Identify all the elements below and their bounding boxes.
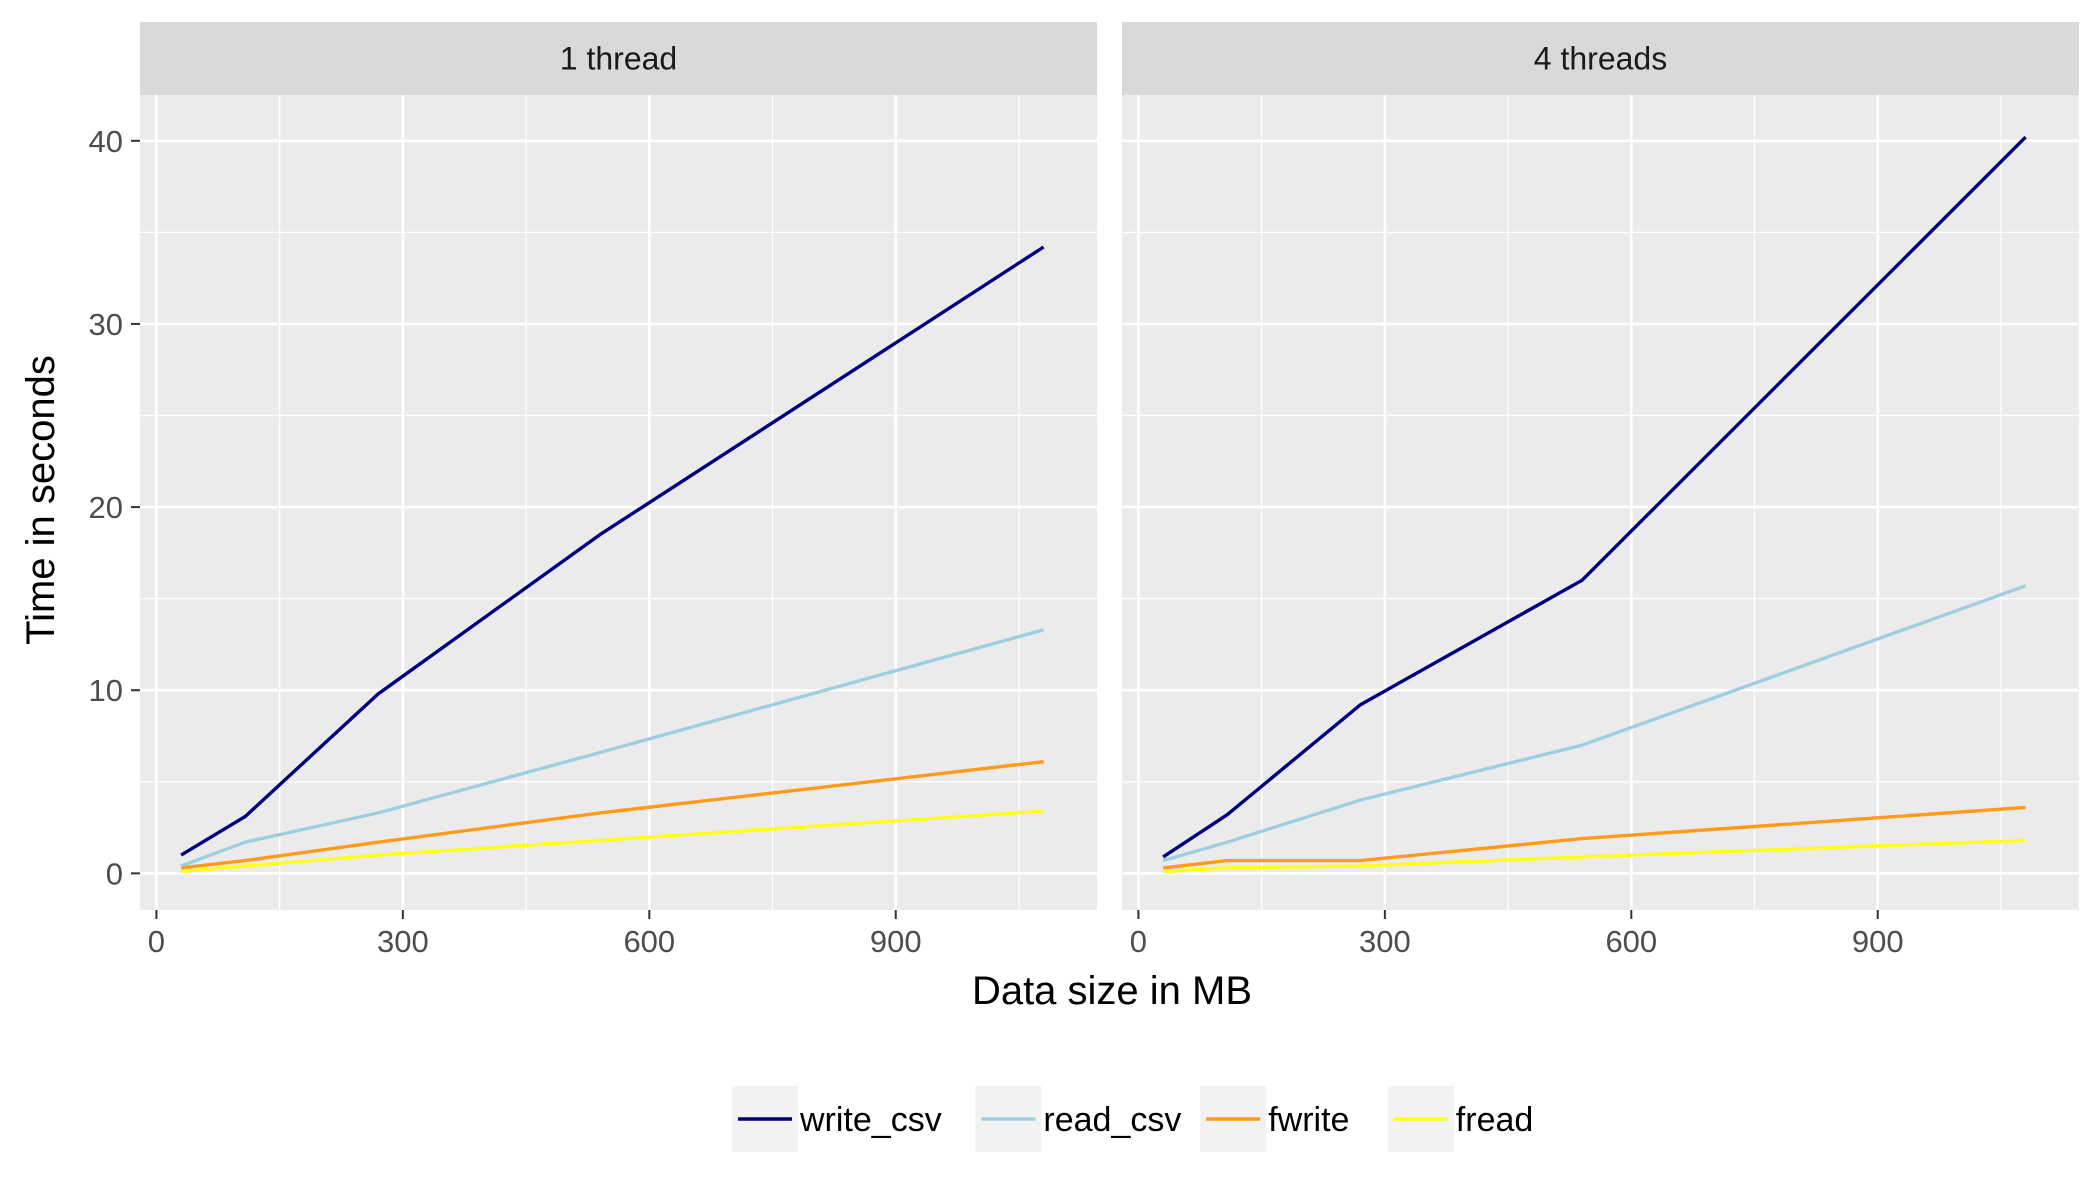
- x-tick-label: 300: [377, 924, 429, 959]
- y-axis: 0 10 20 30 40: [89, 124, 140, 891]
- x-tick-label: 0: [1130, 924, 1147, 959]
- series-line-fwrite: [1162, 805, 2026, 870]
- y-tick-label: 30: [89, 307, 123, 342]
- y-axis-title: Time in seconds: [19, 355, 63, 645]
- y-tick-label: 20: [89, 490, 123, 525]
- x-axis-title: Data size in MB: [972, 969, 1252, 1013]
- legend-item-read-csv: read_csv: [975, 1086, 1181, 1152]
- panel-title: 1 thread: [560, 41, 677, 77]
- x-tick-label: 900: [1852, 924, 1904, 959]
- plot-background: [1122, 95, 2079, 910]
- series-line-fwrite: [180, 760, 1044, 870]
- panel-1: 1 thread 0 300 600 900: [140, 22, 1097, 959]
- series-line-fread: [1163, 838, 2026, 874]
- panel-strip: [1122, 22, 2079, 95]
- legend-item-fread: fread: [1387, 1086, 1534, 1152]
- legend-item-fwrite: fwrite: [1200, 1086, 1349, 1152]
- x-tick-label: 0: [148, 924, 165, 959]
- legend-label: fwrite: [1268, 1101, 1349, 1139]
- plot-background: [140, 95, 1097, 910]
- panel-title: 4 threads: [1534, 41, 1667, 77]
- chart-panels: 1 thread 0 300 600 900 4 threads 0 300 600 900: [140, 22, 2079, 959]
- x-tick-label: 600: [1605, 924, 1657, 959]
- x-tick-label: 900: [870, 924, 922, 959]
- series-line-fread: [180, 809, 1044, 874]
- y-tick-label: 10: [89, 673, 123, 708]
- x-tick-label: 600: [623, 924, 675, 959]
- legend-label: fread: [1456, 1101, 1534, 1139]
- series-line-read-csv: [1162, 584, 2027, 863]
- y-tick-label: 0: [106, 856, 123, 891]
- legend-label: read_csv: [1043, 1101, 1181, 1139]
- series-line-write-csv: [1162, 135, 2027, 859]
- legend: write_csv read_csv fwrite fread: [732, 1086, 1533, 1152]
- legend-item-write-csv: write_csv: [732, 1086, 942, 1152]
- x-tick-label: 300: [1359, 924, 1411, 959]
- panel-strip: [140, 22, 1097, 95]
- series-line-write-csv: [180, 245, 1045, 857]
- y-tick-label: 40: [89, 124, 123, 159]
- panel-2: 4 threads 0 300 600 900: [1122, 22, 2079, 959]
- series-line-read-csv: [180, 628, 1045, 868]
- legend-label: write_csv: [799, 1101, 942, 1139]
